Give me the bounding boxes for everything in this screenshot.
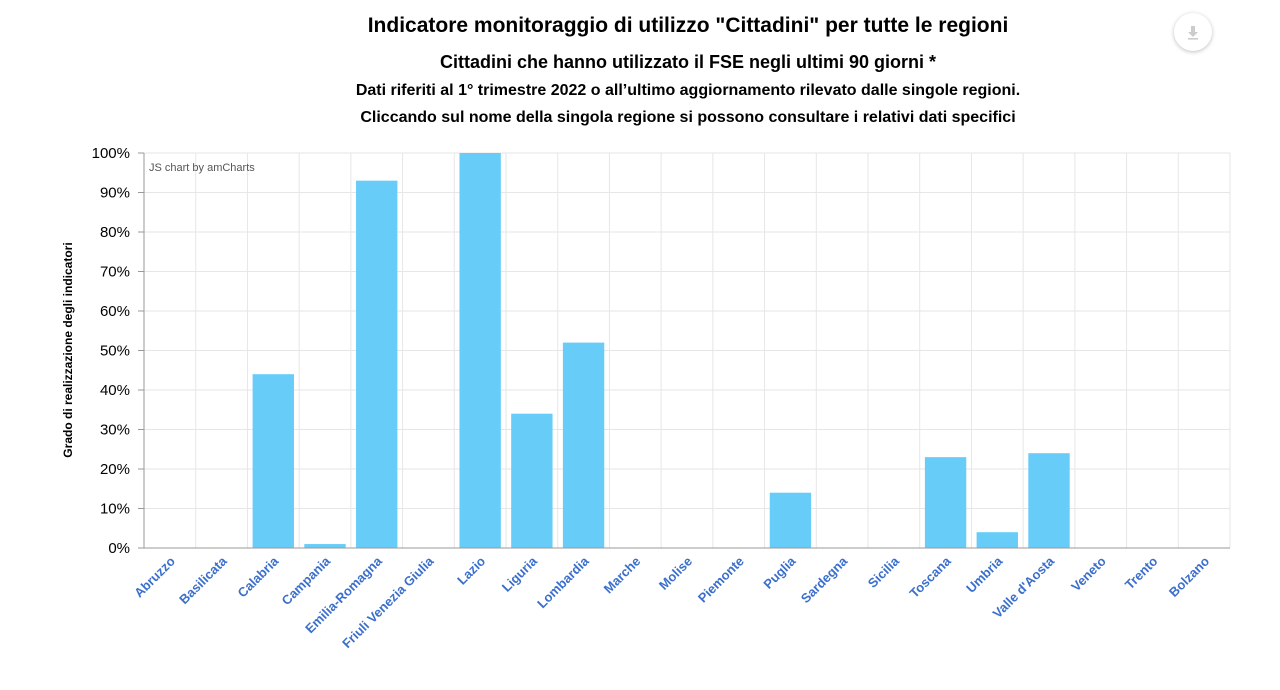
y-tick-label: 100% xyxy=(92,145,130,162)
bar[interactable] xyxy=(1028,453,1070,548)
chart-subtitle: Cittadini che hanno utilizzato il FSE ne… xyxy=(439,52,937,72)
y-tick-label: 90% xyxy=(100,185,130,202)
bar[interactable] xyxy=(304,544,346,548)
y-tick-label: 50% xyxy=(100,343,130,360)
x-tick-label[interactable]: Campania xyxy=(279,553,334,608)
download-button[interactable] xyxy=(1174,13,1212,51)
bar[interactable] xyxy=(769,492,812,548)
x-tick-label[interactable]: Abruzzo xyxy=(131,553,178,600)
x-tick-label[interactable]: Molise xyxy=(656,554,695,593)
chart-title: Indicatore monitoraggio di utilizzo "Cit… xyxy=(367,14,1009,37)
y-axis-ticks: 0% 10% 20% 30% 40% 50% 60% 70% 80% 90% 100% xyxy=(92,145,144,557)
x-tick-label[interactable]: Umbria xyxy=(963,553,1006,596)
bar[interactable] xyxy=(511,413,553,548)
chart-axes xyxy=(143,153,1230,549)
x-tick-label[interactable]: Basilicata xyxy=(176,553,230,607)
y-tick-label: 0% xyxy=(108,540,130,557)
x-tick-label[interactable]: Toscana xyxy=(906,553,954,601)
y-axis-label: Grado di realizzazione degli indicatori xyxy=(61,242,75,457)
bar[interactable] xyxy=(356,180,398,548)
x-tick-label[interactable]: Piemonte xyxy=(695,554,747,606)
bar[interactable] xyxy=(924,457,967,548)
y-tick-label: 30% xyxy=(100,422,130,439)
x-tick-label[interactable]: Trento xyxy=(1122,553,1161,592)
chart-note-click: Cliccando sul nome della singola regione… xyxy=(360,109,1016,126)
y-tick-label: 10% xyxy=(100,501,130,518)
x-tick-label[interactable]: Lazio xyxy=(454,553,488,587)
x-tick-label[interactable]: Sicilia xyxy=(865,553,903,591)
x-tick-label[interactable]: Liguria xyxy=(499,553,541,595)
x-tick-label[interactable]: Friuli Venezia Giulia xyxy=(339,553,437,651)
y-tick-label: 40% xyxy=(100,382,130,399)
x-tick-label[interactable]: Bolzano xyxy=(1166,553,1212,599)
bar[interactable] xyxy=(562,342,605,548)
bar[interactable] xyxy=(252,374,294,548)
y-tick-label: 80% xyxy=(100,224,130,241)
x-tick-label[interactable]: Marche xyxy=(601,554,644,597)
x-tick-label[interactable]: Lombardia xyxy=(534,553,592,611)
x-tick-label[interactable]: Calabria xyxy=(235,553,282,600)
x-tick-label[interactable]: Veneto xyxy=(1068,553,1109,594)
y-tick-label: 20% xyxy=(100,461,130,478)
bar[interactable] xyxy=(459,153,501,548)
x-tick-label[interactable]: Puglia xyxy=(760,553,799,592)
amcharts-credit[interactable]: JS chart by amCharts xyxy=(149,162,255,174)
x-tick-label[interactable]: Sardegna xyxy=(798,553,851,606)
y-tick-label: 60% xyxy=(100,303,130,320)
bars xyxy=(252,153,1070,548)
bar[interactable] xyxy=(976,532,1018,548)
y-tick-label: 70% xyxy=(100,264,130,281)
chart-note-period: Dati riferiti al 1° trimestre 2022 o all… xyxy=(355,82,1021,99)
download-icon xyxy=(1188,26,1198,40)
